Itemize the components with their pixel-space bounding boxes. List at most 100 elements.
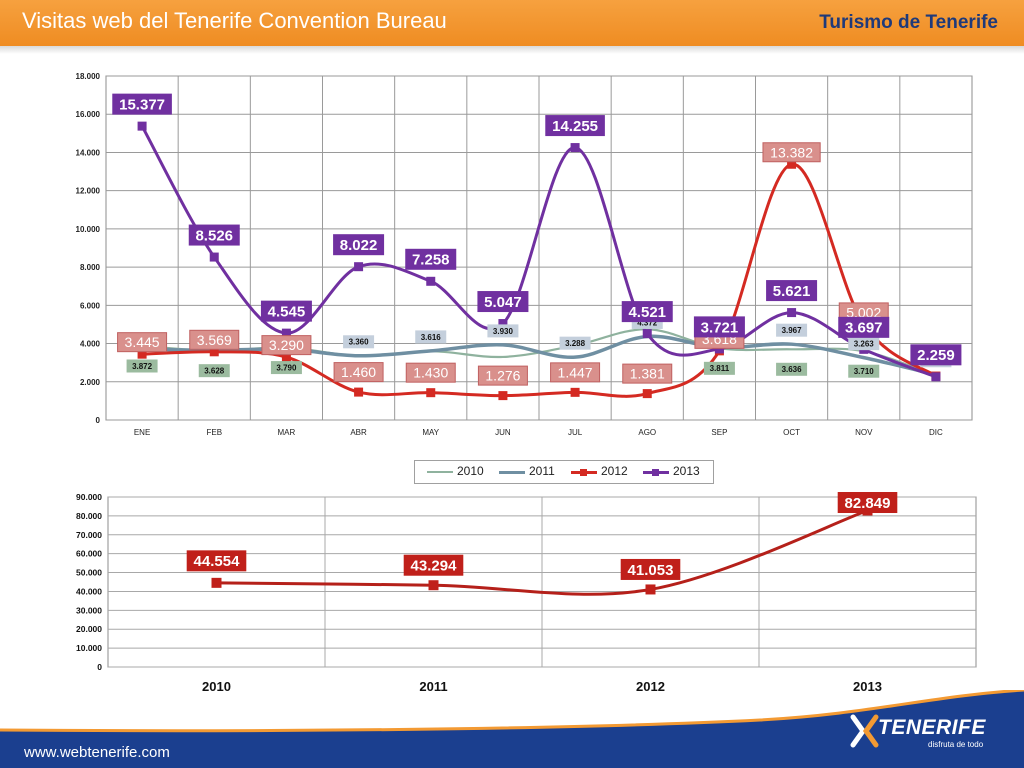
data-label-2012: 3.290 <box>269 337 304 353</box>
data-point-2013 <box>570 143 580 153</box>
data-label-2013: 8.022 <box>340 237 378 254</box>
data-label-2012-bg <box>405 362 456 383</box>
y-tick-label: 10.000 <box>76 225 101 234</box>
data-point-2013 <box>498 319 508 329</box>
y-tick-label: 40.000 <box>76 586 102 596</box>
y-tick-label: 14.000 <box>76 148 101 157</box>
x-tick-label: OCT <box>783 428 800 437</box>
y-tick-label: 0 <box>97 662 102 672</box>
data-label-2013-bg <box>112 93 172 115</box>
data-label-2012: 5.002 <box>846 304 881 320</box>
data-point-2013 <box>931 372 941 382</box>
x-tick-label: DIC <box>929 428 943 437</box>
x-tick-label: NOV <box>855 428 873 437</box>
data-label-2013-bg <box>766 280 818 302</box>
data-label-2013: 14.255 <box>552 118 598 135</box>
data-label-2012-bg <box>622 363 673 384</box>
y-tick-label: 4.000 <box>80 340 101 349</box>
data-label-2013-bg <box>910 344 962 366</box>
data-label-2012-bg <box>762 142 821 163</box>
annual-data-point <box>645 584 656 595</box>
data-label-2011: 3.967 <box>782 326 803 335</box>
tenerife-logo: TENERIFE disfruta de todo <box>850 712 990 754</box>
data-label-2013-bg <box>260 300 312 322</box>
data-label-2012: 1.430 <box>413 365 448 381</box>
x-tick-label: FEB <box>206 428 222 437</box>
data-point-2013 <box>354 262 364 272</box>
x-tick-label: AGO <box>638 428 656 437</box>
legend-label-2013: 2013 <box>673 464 700 478</box>
data-label-2012-bg <box>550 362 601 383</box>
annual-data-point <box>211 577 222 588</box>
data-label-2010: 3.710 <box>854 367 875 376</box>
y-tick-label: 90.000 <box>76 492 102 502</box>
data-label-2012-bg <box>117 332 168 353</box>
y-tick-label: 12.000 <box>76 187 101 196</box>
x-tick-label: 2011 <box>419 679 447 694</box>
chart-legend: 2010 2011 2012 2013 <box>414 460 714 484</box>
data-label-2012: 3.445 <box>125 334 160 350</box>
logo-wordmark: TENERIFE <box>878 716 986 739</box>
legend-swatch-2010 <box>427 471 453 473</box>
data-point-2012 <box>787 159 797 169</box>
data-point-2013 <box>281 328 291 338</box>
data-label-2013: 5.621 <box>773 283 811 300</box>
annual-data-label-bg <box>403 554 464 576</box>
data-point-2013 <box>137 121 147 131</box>
data-label-2012-bg <box>333 362 384 383</box>
x-tick-label: 2010 <box>202 679 231 694</box>
data-label-2010-bg <box>198 364 230 378</box>
data-label-2010-bg <box>270 361 302 375</box>
legend-swatch-2011 <box>499 471 525 474</box>
data-label-2012-bg <box>261 335 312 356</box>
data-label-2013: 2.259 <box>917 347 955 364</box>
data-label-2012: 1.447 <box>558 364 593 380</box>
data-label-2010: 3.872 <box>132 362 153 371</box>
data-label-2013: 3.721 <box>701 319 739 336</box>
legend-label-2010: 2010 <box>457 464 484 478</box>
y-tick-label: 2.000 <box>80 378 101 387</box>
legend-swatch-2013 <box>643 469 669 476</box>
x-tick-label: 2013 <box>853 679 882 694</box>
data-label-2012: 13.382 <box>770 144 813 160</box>
data-label-2010: 3.636 <box>782 365 803 374</box>
data-point-2012 <box>137 349 147 359</box>
data-label-2013: 5.047 <box>484 294 522 311</box>
data-label-2013: 8.526 <box>195 227 233 244</box>
y-tick-label: 18.000 <box>76 72 101 81</box>
data-label-2011-bg <box>415 330 447 344</box>
data-label-2010-bg <box>703 361 735 375</box>
data-point-2012 <box>426 388 436 398</box>
website-link[interactable]: www.webtenerife.com <box>24 744 170 761</box>
annual-data-label-bg <box>186 550 247 572</box>
legend-swatch-2012 <box>571 469 597 476</box>
data-label-2013: 4.545 <box>268 304 306 321</box>
x-tick-label: MAR <box>278 428 296 437</box>
data-label-2012: 1.381 <box>630 366 665 382</box>
data-label-2012-bg <box>189 329 240 350</box>
data-label-2013: 3.697 <box>845 320 883 337</box>
data-label-2013-bg <box>477 291 529 313</box>
y-tick-label: 16.000 <box>76 110 101 119</box>
data-label-2010-bg <box>776 362 808 376</box>
data-point-2012 <box>354 387 364 397</box>
y-tick-label: 0 <box>96 416 101 425</box>
data-point-2012 <box>498 391 508 401</box>
annual-series-line <box>216 509 869 596</box>
legend-marker-2012 <box>580 469 587 476</box>
y-tick-label: 60.000 <box>76 549 102 559</box>
data-label-2011-bg <box>559 336 591 350</box>
data-label-2010: 3.790 <box>276 363 297 372</box>
data-label-2011: 3.360 <box>349 338 370 347</box>
x-tick-label: JUL <box>568 428 583 437</box>
x-tick-label: ENE <box>134 428 150 437</box>
data-point-2013 <box>787 308 797 318</box>
data-label-2013: 7.258 <box>412 252 450 269</box>
data-label-2012-bg <box>477 365 528 386</box>
slide-title: Visitas web del Tenerife Convention Bure… <box>22 8 447 33</box>
annual-data-label-bg <box>620 558 681 580</box>
data-point-2012 <box>209 347 219 357</box>
data-label-2013: 4.521 <box>628 304 666 321</box>
annual-data-point <box>428 580 439 591</box>
